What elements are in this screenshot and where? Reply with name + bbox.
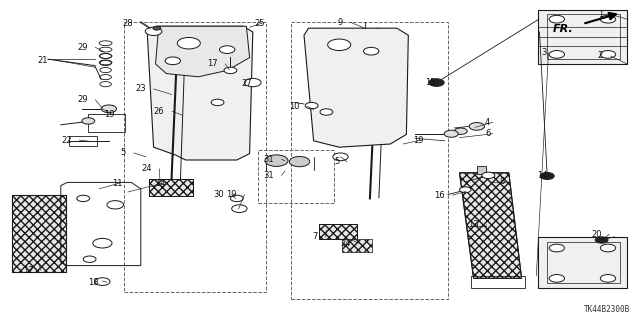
Circle shape [244,78,261,87]
Polygon shape [477,166,486,174]
Text: 13: 13 [468,220,479,229]
Polygon shape [342,239,372,252]
Circle shape [549,15,564,23]
Circle shape [165,57,180,65]
Text: 29: 29 [77,43,88,52]
Text: 6: 6 [485,129,490,138]
Circle shape [549,275,564,282]
Circle shape [460,187,471,193]
Circle shape [107,201,124,209]
Text: 30: 30 [213,190,224,199]
Circle shape [549,244,564,252]
Circle shape [444,130,458,137]
Circle shape [93,238,112,248]
Circle shape [232,205,247,212]
Circle shape [549,51,564,58]
Circle shape [364,47,379,55]
Circle shape [320,109,333,115]
Circle shape [469,123,484,130]
Circle shape [82,118,95,124]
Polygon shape [149,179,193,196]
Circle shape [600,275,616,282]
Text: 2: 2 [598,52,603,60]
Circle shape [224,67,237,74]
Text: 19: 19 [413,136,423,145]
Text: 3: 3 [541,48,546,57]
Circle shape [177,37,200,49]
Polygon shape [156,26,250,77]
Text: 31: 31 [263,171,274,180]
Text: 21: 21 [38,56,48,65]
Polygon shape [538,237,627,288]
Text: 9: 9 [338,18,343,27]
Text: 14: 14 [156,179,166,188]
Polygon shape [460,173,522,278]
Text: TK44B2300B: TK44B2300B [584,305,630,314]
Text: 18: 18 [88,278,99,287]
Text: 23: 23 [135,84,146,93]
Text: 26: 26 [154,107,164,116]
Text: 8: 8 [499,177,504,186]
Text: 15: 15 [425,78,435,87]
Text: 16: 16 [434,191,445,200]
Circle shape [333,153,348,161]
Polygon shape [147,26,253,160]
Text: 1: 1 [598,10,603,19]
Text: 25: 25 [255,19,265,28]
Text: 19: 19 [104,110,115,119]
Circle shape [265,155,288,166]
Text: 22: 22 [61,136,72,145]
Circle shape [145,27,162,36]
Circle shape [454,128,467,134]
Text: 12: 12 [23,266,33,275]
Bar [124,22,266,292]
Polygon shape [538,10,627,64]
Text: 19: 19 [227,190,237,199]
Circle shape [95,278,110,285]
Circle shape [289,156,310,167]
Circle shape [328,39,351,51]
Bar [291,22,448,299]
Circle shape [220,46,235,53]
Text: 14: 14 [537,171,547,180]
Text: 24: 24 [340,239,351,248]
Circle shape [429,79,444,86]
Circle shape [595,237,608,243]
Text: 17: 17 [207,60,218,68]
Text: 5: 5 [334,157,339,166]
Text: 4: 4 [485,118,490,127]
Circle shape [101,105,116,113]
Text: 20: 20 [591,230,602,239]
Circle shape [600,51,616,58]
Polygon shape [12,195,66,272]
Circle shape [211,99,224,106]
Text: 29: 29 [77,95,88,104]
Circle shape [230,195,243,202]
Text: 31: 31 [263,155,274,164]
Circle shape [153,26,161,30]
Text: 11: 11 [112,179,122,188]
Text: 10: 10 [289,102,300,111]
Text: 24: 24 [141,164,152,173]
Circle shape [600,15,616,23]
Text: FR.: FR. [553,24,573,35]
Polygon shape [319,224,357,239]
Circle shape [305,102,318,109]
Text: 5: 5 [121,148,126,157]
Circle shape [540,172,554,180]
Text: 7: 7 [313,232,318,241]
Text: 27: 27 [241,79,252,88]
Bar [258,150,334,203]
Polygon shape [304,28,408,147]
Text: 28: 28 [122,19,133,28]
Circle shape [600,244,616,252]
Circle shape [482,172,495,179]
